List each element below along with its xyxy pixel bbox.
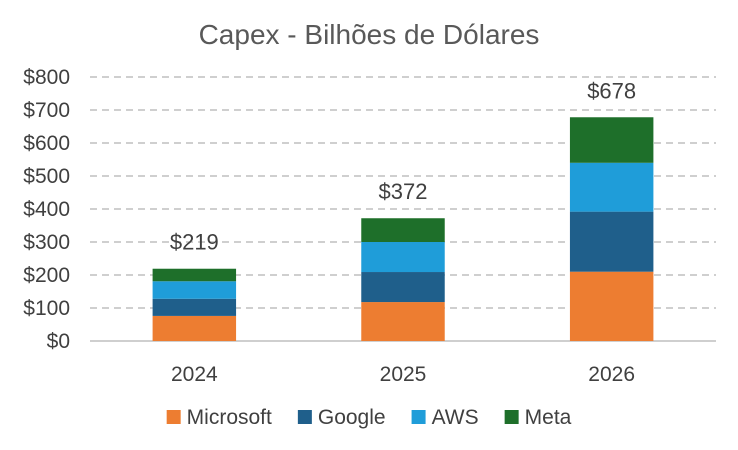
bar-aws-2026 bbox=[569, 162, 654, 212]
y-tick-label: $200 bbox=[23, 264, 70, 287]
x-tick-label: 2026 bbox=[588, 363, 635, 386]
legend-label: Meta bbox=[525, 406, 572, 429]
x-axis: 2024 2025 2026 bbox=[171, 363, 635, 386]
legend-label: AWS bbox=[432, 406, 479, 429]
legend-swatch bbox=[504, 410, 519, 424]
bar-meta-2026 bbox=[569, 117, 654, 163]
bar-meta-2025 bbox=[361, 218, 445, 242]
bar-total-label: $219 bbox=[170, 230, 219, 255]
bar-google-2026 bbox=[569, 211, 654, 272]
y-tick-label: $300 bbox=[23, 231, 70, 254]
bar-total-label: $678 bbox=[587, 78, 636, 103]
bar-aws-2025 bbox=[361, 242, 445, 273]
legend: Microsoft Google AWS Meta bbox=[166, 406, 572, 429]
legend-item-microsoft: Microsoft bbox=[166, 406, 272, 429]
legend-swatch bbox=[297, 410, 312, 424]
y-tick-label: $600 bbox=[23, 132, 70, 155]
legend-item-meta: Meta bbox=[504, 406, 572, 429]
bar-total-label: $372 bbox=[379, 179, 428, 204]
x-tick-label: 2024 bbox=[171, 363, 218, 386]
chart-title: Capex - Bilhões de Dólares bbox=[199, 19, 540, 50]
legend-item-google: Google bbox=[297, 406, 386, 429]
legend-item-aws: AWS bbox=[411, 406, 479, 429]
legend-label: Google bbox=[318, 406, 386, 429]
bar-microsoft-2024 bbox=[152, 315, 237, 341]
bar-microsoft-2026 bbox=[569, 271, 654, 341]
bar-google-2025 bbox=[361, 272, 445, 303]
y-tick-label: $500 bbox=[23, 165, 70, 188]
bar-meta-2024 bbox=[152, 268, 237, 282]
y-tick-label: $700 bbox=[23, 99, 70, 122]
bar-totals: $219 $372 $678 bbox=[170, 78, 636, 254]
x-tick-label: 2025 bbox=[380, 363, 427, 386]
bars bbox=[152, 117, 654, 341]
y-tick-label: $400 bbox=[23, 198, 70, 221]
y-tick-label: $100 bbox=[23, 297, 70, 320]
bar-microsoft-2025 bbox=[361, 302, 445, 341]
bar-aws-2024 bbox=[152, 281, 237, 299]
bar-google-2024 bbox=[152, 298, 237, 316]
legend-label: Microsoft bbox=[187, 406, 272, 429]
y-axis: $0 $100 $200 $300 $400 $500 $600 $700 $800 bbox=[23, 66, 70, 353]
y-tick-label: $0 bbox=[47, 330, 70, 353]
legend-swatch bbox=[411, 410, 426, 424]
y-tick-label: $800 bbox=[23, 66, 70, 89]
legend-swatch bbox=[166, 410, 181, 424]
